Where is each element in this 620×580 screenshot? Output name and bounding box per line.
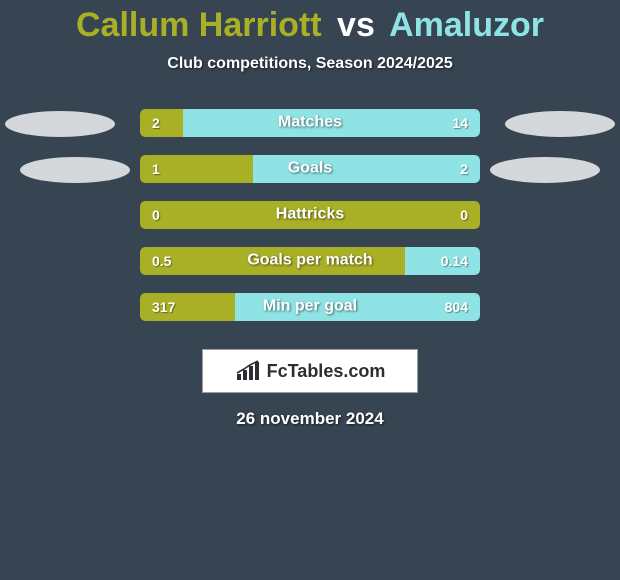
bar-segment-left: [140, 109, 183, 137]
stat-label: Goals: [288, 160, 332, 178]
stat-label: Matches: [278, 114, 342, 132]
stat-row: 1 2 Goals: [0, 147, 620, 193]
stat-bar: 0.5 0.14 Goals per match: [140, 247, 480, 275]
stat-value-right: 0: [460, 207, 468, 223]
stat-row: 0 0 Hattricks: [0, 193, 620, 239]
stat-value-right: 2: [460, 161, 468, 177]
comparison-title: Callum Harriott vs Amaluzor: [0, 6, 620, 45]
stat-value-left: 2: [152, 115, 160, 131]
stat-value-left: 317: [152, 299, 175, 315]
player1-name: Callum Harriott: [76, 6, 322, 44]
stat-value-right: 0.14: [441, 253, 468, 269]
stat-row: 2 14 Matches: [0, 101, 620, 147]
player2-badge: [490, 157, 600, 183]
player2-badge: [505, 111, 615, 137]
stat-value-left: 0.5: [152, 253, 171, 269]
player2-name: Amaluzor: [389, 6, 544, 44]
date-label: 26 november 2024: [0, 409, 620, 429]
stat-value-left: 1: [152, 161, 160, 177]
stat-bar: 0 0 Hattricks: [140, 201, 480, 229]
stat-bar: 2 14 Matches: [140, 109, 480, 137]
stat-bar: 317 804 Min per goal: [140, 293, 480, 321]
subtitle: Club competitions, Season 2024/2025: [0, 55, 620, 73]
player1-badge: [20, 157, 130, 183]
stat-label: Goals per match: [247, 252, 372, 270]
stat-value-left: 0: [152, 207, 160, 223]
stat-value-right: 14: [452, 115, 468, 131]
stat-row: 317 804 Min per goal: [0, 285, 620, 331]
player1-badge: [5, 111, 115, 137]
stat-row: 0.5 0.14 Goals per match: [0, 239, 620, 285]
stat-bar: 1 2 Goals: [140, 155, 480, 183]
vs-text: vs: [337, 6, 375, 44]
fctables-logo: FcTables.com: [202, 349, 418, 393]
stat-label: Min per goal: [263, 298, 357, 316]
stats-chart: 2 14 Matches 1 2 Goals 0 0 Hattricks 0.5 0.14 Goals…: [0, 101, 620, 331]
logo-text: FcTables.com: [267, 361, 386, 382]
stat-value-right: 804: [445, 299, 468, 315]
bar-chart-icon: [235, 360, 261, 382]
stat-label: Hattricks: [276, 206, 344, 224]
